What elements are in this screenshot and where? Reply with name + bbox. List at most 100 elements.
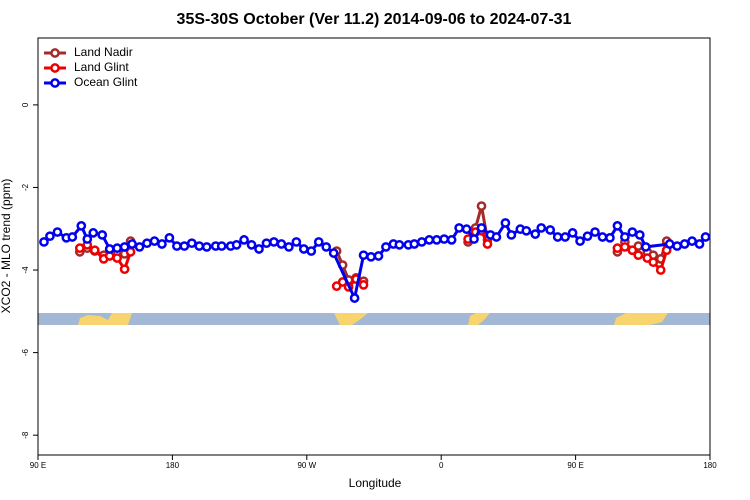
data-point [216, 241, 227, 251]
data-point [246, 239, 257, 250]
data-point [164, 232, 175, 243]
data-point [366, 251, 376, 262]
data-point [306, 246, 317, 256]
data-point [454, 223, 464, 233]
data-point [648, 257, 659, 268]
y-tick-label: -8 [21, 431, 30, 439]
data-point [269, 237, 279, 247]
y-tick-label: -2 [21, 183, 30, 191]
data-point [536, 223, 547, 233]
data-point [276, 239, 287, 249]
data-point [358, 280, 369, 290]
data-point [381, 242, 391, 252]
data-point [194, 241, 205, 251]
data-point [627, 245, 638, 256]
data-point [575, 236, 585, 246]
legend-marker [50, 63, 60, 73]
data-point [349, 293, 360, 303]
data-point [620, 242, 630, 252]
land-mask-strip [38, 313, 710, 325]
legend-label: Land Nadir [74, 45, 133, 59]
chart-title: 35S-30S October (Ver 11.2) 2014-09-06 to… [177, 11, 572, 28]
legend-label: Land Glint [74, 60, 129, 74]
data-point [231, 239, 242, 250]
x-tick-label: 0 [439, 461, 444, 470]
data-point [491, 232, 502, 242]
data-point [358, 250, 369, 261]
x-tick-label: 180 [703, 461, 717, 470]
y-axis-label: XCO2 - MLO trend (ppm) [0, 179, 13, 314]
data-point [672, 241, 682, 251]
data-point [157, 239, 167, 249]
data-point [134, 242, 145, 252]
data-point [291, 237, 302, 247]
data-point [560, 232, 570, 242]
data-point [45, 231, 55, 242]
data-point [500, 218, 511, 228]
x-tick-label: 90 E [30, 461, 46, 470]
data-point [461, 224, 472, 235]
data-point [620, 232, 630, 242]
data-point [545, 225, 556, 235]
data-point [679, 239, 690, 249]
y-tick-label: -4 [21, 266, 30, 274]
data-point [254, 244, 264, 254]
data-point [506, 230, 517, 240]
x-tick-label: 90 E [567, 461, 583, 470]
data-point [694, 239, 705, 249]
x-axis-label: Longitude [349, 476, 402, 490]
y-tick-label: -6 [21, 349, 30, 357]
data-point [476, 223, 487, 233]
data-point [67, 232, 78, 242]
data-point [328, 248, 339, 258]
data-point [201, 242, 212, 252]
legend-marker [50, 78, 60, 88]
data-point [700, 232, 711, 242]
legend-marker [50, 48, 60, 58]
data-point [627, 227, 638, 237]
plot-frame [37, 37, 711, 456]
data-point [321, 242, 332, 252]
data-point [655, 265, 666, 275]
data-point [52, 227, 63, 237]
data-point [112, 253, 122, 263]
data-point [127, 239, 137, 249]
data-point [612, 221, 623, 231]
data-point [39, 237, 49, 247]
x-tick-label: 90 W [297, 461, 316, 470]
data-point [88, 228, 99, 238]
data-point [119, 242, 130, 252]
data-point [633, 250, 644, 261]
data-point [446, 235, 457, 245]
data-point [634, 230, 645, 240]
data-point [439, 234, 450, 244]
data-point [687, 236, 697, 246]
data-point [409, 239, 420, 249]
data-point [112, 243, 122, 254]
data-point [186, 238, 197, 249]
data-point [82, 234, 93, 244]
data-point [416, 237, 427, 247]
data-point [373, 251, 384, 261]
data-point [298, 244, 309, 254]
data-point [284, 242, 294, 252]
data-point [431, 235, 442, 245]
data-point [74, 243, 85, 254]
data-point [179, 241, 190, 251]
data-point [597, 232, 608, 242]
data-point [104, 244, 115, 254]
data-point [590, 227, 600, 237]
data-point [640, 242, 651, 252]
data-point [261, 238, 272, 249]
data-point [89, 245, 100, 256]
data-point [142, 238, 152, 249]
data-point [521, 225, 532, 236]
data-point [605, 232, 615, 243]
data-point [394, 239, 405, 250]
data-point [476, 201, 487, 211]
data-point [172, 241, 182, 251]
legend-label: Ocean Glint [74, 75, 138, 89]
data-point [313, 237, 324, 247]
x-tick-label: 180 [166, 461, 180, 470]
